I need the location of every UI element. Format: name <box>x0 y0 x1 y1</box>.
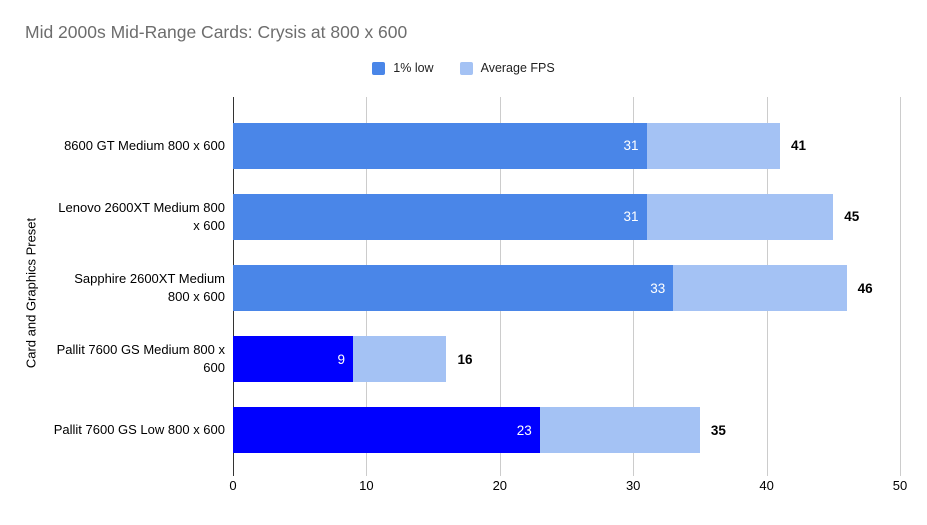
category-label: Pallit 7600 GS Medium 800 x 600 <box>56 342 225 376</box>
legend-label-1pct-low: 1% low <box>393 61 434 75</box>
legend-item-1pct-low: 1% low <box>372 61 434 75</box>
x-tick-label: 40 <box>759 478 774 493</box>
x-tick-label: 30 <box>625 478 641 493</box>
bar-total-value-label: 46 <box>857 280 873 296</box>
legend-label-average-fps: Average FPS <box>480 61 555 75</box>
bar-1pct-low-segment: 31 <box>233 193 647 240</box>
bar-total-value-label: 41 <box>790 138 806 154</box>
bar-average-fps-segment <box>539 407 700 454</box>
legend-swatch-average-fps <box>459 61 473 75</box>
bar-average-fps-segment <box>673 265 847 311</box>
bar-low-value-label: 33 <box>650 280 666 296</box>
bar-average-fps-segment <box>646 193 834 240</box>
bar-total-value-label: 35 <box>710 422 726 438</box>
bar-average-fps-segment <box>353 336 447 383</box>
x-tick-label: 50 <box>892 478 908 493</box>
bar-1pct-low-segment: 33 <box>233 265 674 311</box>
y-axis-title: Card and Graphics Preset <box>23 217 39 369</box>
category-label: Sapphire 2600XT Medium 800 x 600 <box>74 270 225 304</box>
bar-1pct-low-segment: 23 <box>233 407 540 454</box>
legend: 1% low Average FPS <box>0 61 927 75</box>
bar-low-value-label: 23 <box>516 422 532 438</box>
category-axis-labels: 8600 GT Medium 800 x 600 Lenovo 2600XT Me… <box>50 110 225 466</box>
x-tick-label: 20 <box>492 478 508 493</box>
chart-title: Mid 2000s Mid-Range Cards: Crysis at 800… <box>25 22 408 42</box>
bar-1pct-low-segment: 31 <box>233 122 647 169</box>
category-label: Lenovo 2600XT Medium 800 x 600 <box>58 199 225 233</box>
x-tick-label: 0 <box>229 478 237 493</box>
category-label: Pallit 7600 GS Low 800 x 600 <box>53 422 225 438</box>
gridline <box>900 97 901 476</box>
bar-low-value-label: 9 <box>337 351 346 367</box>
plot-area: 31 41 31 45 33 46 9 16 23 35 <box>233 97 901 476</box>
x-tick-label: 10 <box>359 478 374 493</box>
bar-1pct-low-segment: 9 <box>233 336 354 383</box>
legend-swatch-1pct-low <box>372 61 386 75</box>
bar-total-value-label: 45 <box>844 209 860 225</box>
bar-low-value-label: 31 <box>623 209 639 225</box>
legend-item-average-fps: Average FPS <box>459 61 555 75</box>
bar-low-value-label: 31 <box>623 138 639 154</box>
bar-total-value-label: 16 <box>457 351 473 367</box>
x-axis-tick-labels: 0 10 20 30 40 50 <box>229 478 907 494</box>
category-label: 8600 GT Medium 800 x 600 <box>64 137 225 153</box>
bar-average-fps-segment <box>646 122 780 169</box>
